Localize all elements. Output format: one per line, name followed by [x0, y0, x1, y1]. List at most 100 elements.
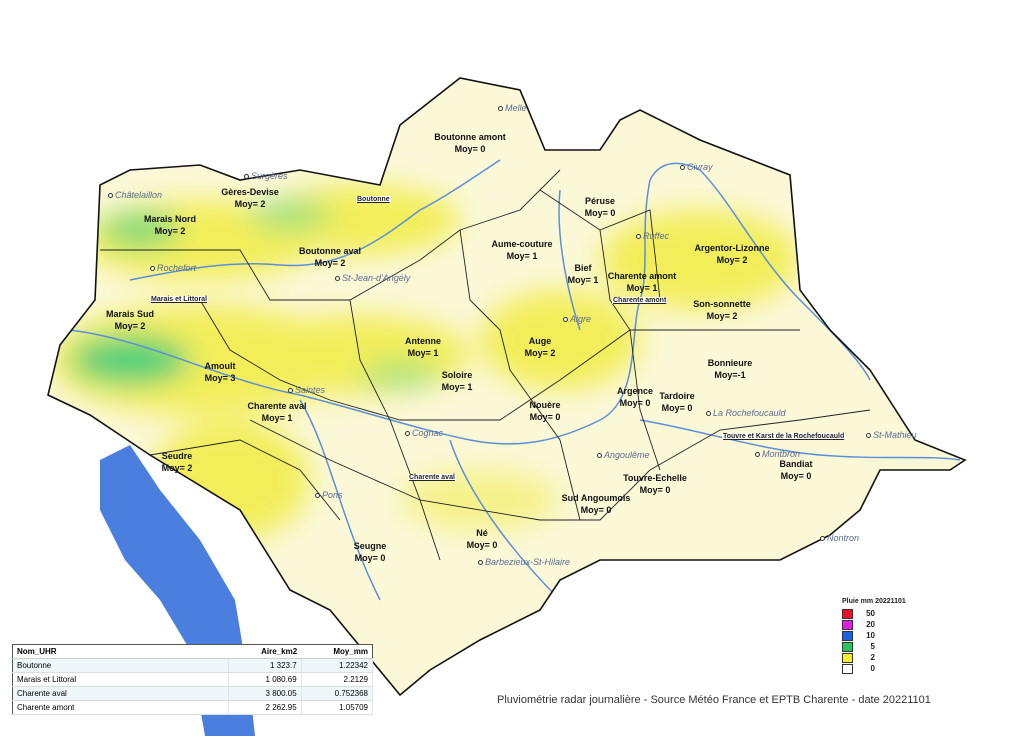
unit-name: Tardoire: [659, 391, 695, 401]
table-cell: Boutonne: [12, 658, 229, 673]
unit-label: Né Moy= 0: [467, 527, 498, 551]
unit-label: Boutonne aval Moy= 2: [299, 245, 361, 269]
unit-label: Touvre-Echelle Moy= 0: [623, 472, 687, 496]
unit-moy: Moy= 1: [441, 382, 473, 392]
unit-name: Péruse: [584, 196, 616, 206]
unit-moy: Moy= 2: [706, 311, 738, 321]
unit-name: Seugne: [353, 541, 387, 551]
unit-name: Charente aval: [247, 401, 307, 411]
table-row: Boutonne 1 323.7 1.22342: [12, 658, 374, 673]
unit-name: Aume-couture: [491, 239, 553, 249]
legend-value: 10: [866, 631, 875, 640]
col-nom: Nom_UHR: [12, 644, 229, 659]
unit-label: Amoult Moy= 3: [205, 360, 236, 384]
legend-swatch: [842, 652, 853, 663]
unit-label: Charente aval Moy= 1: [247, 400, 306, 424]
group-label: Touvre et Karst de la Rochefoucauld: [722, 433, 846, 440]
legend-swatch: [842, 619, 853, 630]
table-cell: 1.22342: [301, 658, 374, 673]
town-label: Cognac: [405, 428, 443, 438]
unit-name: Marais Nord: [143, 214, 197, 224]
unit-label: Tardoire Moy= 0: [659, 390, 694, 414]
town-label: St-Mathieu: [866, 430, 917, 440]
unit-label: Bonnieure Moy=-1: [708, 357, 753, 381]
unit-name: Charente amont: [607, 271, 677, 281]
legend-value: 50: [866, 609, 875, 618]
table-cell: 1.05709: [301, 700, 374, 715]
unit-label: Seugne Moy= 0: [354, 540, 387, 564]
group-label: Charente aval: [408, 474, 456, 481]
legend-title: Pluie mm 20221101: [842, 598, 906, 605]
unit-label: Sud Angoumois Moy= 0: [562, 492, 631, 516]
unit-name: Boutonne aval: [298, 246, 362, 256]
unit-name: Bief: [574, 263, 592, 273]
unit-moy: Moy= 2: [154, 226, 186, 236]
unit-name: Seudre: [161, 451, 193, 461]
table-cell: 1 080.69: [228, 672, 302, 687]
unit-label: Argentor-Lizonne Moy= 2: [695, 242, 770, 266]
unit-name: Argence: [616, 386, 654, 396]
legend-swatch: [842, 641, 853, 652]
group-label: Marais et Littoral: [150, 296, 209, 303]
legend-swatch: [842, 663, 853, 674]
unit-moy: Moy= 2: [524, 348, 556, 358]
unit-moy: Moy= 0: [661, 403, 693, 413]
unit-label: Marais Nord Moy= 2: [144, 213, 196, 237]
legend-item: 20: [842, 619, 906, 630]
unit-moy: Moy= 1: [626, 283, 658, 293]
unit-moy: Moy= 2: [716, 255, 748, 265]
legend-item: 2: [842, 652, 906, 663]
unit-name: Soloire: [441, 370, 473, 380]
legend-item: 5: [842, 641, 906, 652]
unit-moy: Moy= 2: [114, 321, 146, 331]
town-label: La Rochefoucauld: [706, 408, 786, 418]
table-cell: 0.752368: [301, 686, 374, 701]
col-moy: Moy_mm: [301, 644, 373, 659]
unit-moy: Moy= 0: [529, 412, 561, 422]
town-label: Nontron: [820, 533, 859, 543]
table-cell: 2.2129: [301, 672, 374, 687]
unit-label: Nouère Moy= 0: [529, 399, 560, 423]
unit-moy: Moy= 1: [261, 413, 293, 423]
unit-name: Auge: [528, 336, 552, 346]
unit-moy: Moy= 0: [454, 144, 486, 154]
unit-name: Amoult: [204, 361, 236, 371]
unit-name: Boutonne amont: [434, 132, 506, 142]
unit-label: Auge Moy= 2: [525, 335, 556, 359]
legend-value: 5: [870, 642, 875, 651]
unit-moy: Moy= 0: [780, 471, 812, 481]
table-cell: Marais et Littoral: [12, 672, 229, 687]
unit-moy: Moy= 0: [354, 553, 386, 563]
uhr-table: Nom_UHR Aire_km2 Moy_mm Boutonne 1 323.7 1…: [12, 644, 374, 715]
legend-swatch: [842, 630, 853, 641]
unit-moy: Moy= 0: [619, 398, 651, 408]
unit-moy: Moy= 1: [506, 251, 538, 261]
unit-label: Boutonne amont Moy= 0: [434, 131, 506, 155]
unit-name: Nouère: [529, 400, 561, 410]
table-cell: 1 323.7: [228, 658, 302, 673]
unit-name: Marais Sud: [105, 309, 155, 319]
unit-moy: Moy= 0: [584, 208, 616, 218]
unit-moy: Moy= 2: [314, 258, 346, 268]
unit-moy: Moy= 2: [161, 463, 193, 473]
map-caption: Pluviométrie radar journalière - Source …: [497, 694, 931, 706]
town-label: Melle: [498, 103, 527, 113]
unit-label: Argence Moy= 0: [617, 385, 653, 409]
table-row: Charente aval 3 800.05 0.752368: [12, 686, 374, 701]
unit-moy: Moy= 3: [204, 373, 236, 383]
town-label: Rochefort: [150, 263, 196, 273]
town-label: Barbezieux-St-Hilaire: [478, 557, 570, 567]
unit-moy: Moy= 0: [580, 505, 612, 515]
legend-item: 0: [842, 663, 906, 674]
legend-value: 2: [870, 653, 875, 662]
unit-name: Son-sonnette: [693, 299, 751, 309]
group-label: Charente amont: [612, 297, 668, 304]
unit-name: Né: [476, 528, 488, 538]
table-row: Marais et Littoral 1 080.69 2.2129: [12, 672, 374, 687]
town-label: Surgères: [244, 171, 288, 181]
legend-swatch: [842, 608, 853, 619]
unit-name: Gères-Devise: [221, 187, 279, 197]
town-label: Ruffec: [636, 231, 669, 241]
unit-moy: Moy= 2: [234, 199, 266, 209]
unit-name: Sud Angoumois: [561, 493, 631, 503]
